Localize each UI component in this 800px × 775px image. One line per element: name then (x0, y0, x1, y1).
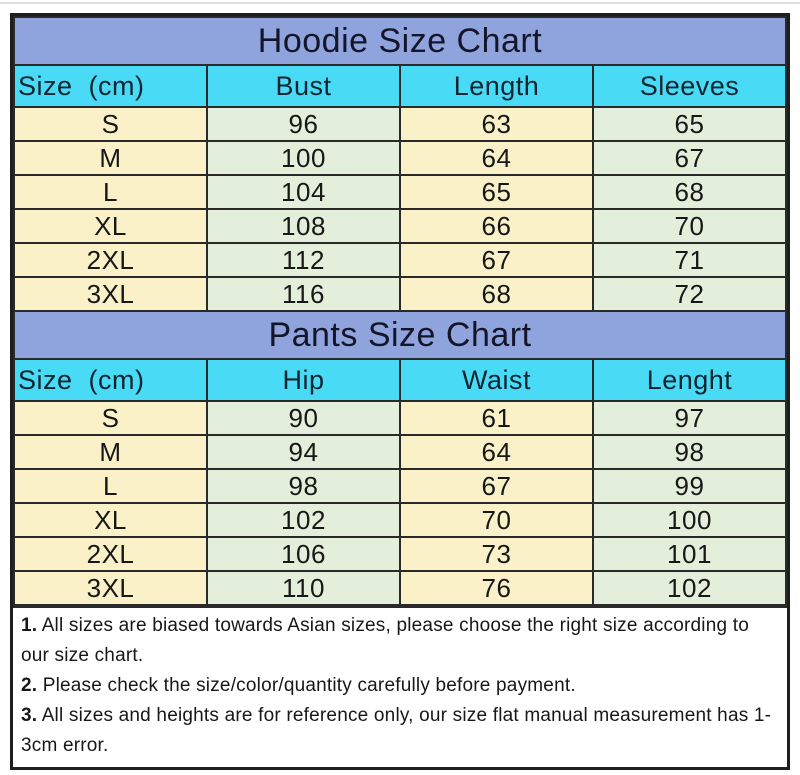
size-cell: 3XL (13, 276, 208, 312)
table-row: 3XL 116 68 72 (13, 276, 787, 312)
value-cell: 90 (206, 400, 401, 436)
value-cell: 112 (206, 242, 401, 278)
value-cell: 96 (206, 106, 401, 142)
table-row: M 100 64 67 (13, 140, 787, 176)
pants-title-row: Pants Size Chart (13, 310, 787, 360)
table-row: 2XL 112 67 71 (13, 242, 787, 278)
size-cell: L (13, 174, 208, 210)
notes-section: 1. All sizes are biased towards Asian si… (13, 606, 787, 767)
value-cell: 66 (399, 208, 594, 244)
column-header-size: Size (cm) (13, 64, 208, 108)
size-cell: 3XL (13, 570, 208, 606)
table-row: S 96 63 65 (13, 106, 787, 142)
value-cell: 106 (206, 536, 401, 572)
column-header-sleeves: Sleeves (592, 64, 787, 108)
note-text: Please check the size/color/quantity car… (42, 675, 576, 696)
value-cell: 76 (399, 570, 594, 606)
size-cell: M (13, 140, 208, 176)
note-number: 2. (21, 675, 38, 696)
table-row: 2XL 106 73 101 (13, 536, 787, 572)
size-chart-sheet: Hoodie Size Chart Size (cm) Bust Length … (10, 13, 790, 770)
column-header-waist: Waist (399, 358, 594, 402)
value-cell: 102 (206, 502, 401, 538)
value-cell: 100 (206, 140, 401, 176)
size-cell: L (13, 468, 208, 504)
value-cell: 99 (592, 468, 787, 504)
value-cell: 110 (206, 570, 401, 606)
table-row: XL 108 66 70 (13, 208, 787, 244)
value-cell: 116 (206, 276, 401, 312)
note-number: 3. (21, 705, 38, 726)
pants-size-table: Pants Size Chart Size (cm) Hip Waist Len… (13, 310, 787, 606)
value-cell: 94 (206, 434, 401, 470)
value-cell: 100 (592, 502, 787, 538)
value-cell: 65 (399, 174, 594, 210)
value-cell: 97 (592, 400, 787, 436)
top-edge-divider (0, 2, 800, 4)
value-cell: 68 (399, 276, 594, 312)
table-row: L 98 67 99 (13, 468, 787, 504)
value-cell: 65 (592, 106, 787, 142)
value-cell: 71 (592, 242, 787, 278)
table-row: L 104 65 68 (13, 174, 787, 210)
column-header-hip: Hip (206, 358, 401, 402)
value-cell: 67 (399, 468, 594, 504)
value-cell: 70 (592, 208, 787, 244)
table-row: S 90 61 97 (13, 400, 787, 436)
size-cell: 2XL (13, 536, 208, 572)
note-text: All sizes are biased towards Asian sizes… (21, 615, 749, 666)
pants-header-row: Size (cm) Hip Waist Lenght (13, 358, 787, 402)
value-cell: 67 (399, 242, 594, 278)
size-cell: XL (13, 502, 208, 538)
size-cell: 2XL (13, 242, 208, 278)
note-text: All sizes and heights are for reference … (21, 705, 772, 756)
value-cell: 72 (592, 276, 787, 312)
value-cell: 98 (206, 468, 401, 504)
column-header-bust: Bust (206, 64, 401, 108)
hoodie-title-row: Hoodie Size Chart (13, 16, 787, 66)
value-cell: 70 (399, 502, 594, 538)
value-cell: 61 (399, 400, 594, 436)
size-cell: M (13, 434, 208, 470)
size-cell: XL (13, 208, 208, 244)
value-cell: 64 (399, 434, 594, 470)
pants-chart-title: Pants Size Chart (13, 310, 787, 360)
hoodie-size-table: Hoodie Size Chart Size (cm) Bust Length … (13, 16, 787, 312)
size-cell: S (13, 400, 208, 436)
value-cell: 108 (206, 208, 401, 244)
size-cell: S (13, 106, 208, 142)
value-cell: 102 (592, 570, 787, 606)
value-cell: 67 (592, 140, 787, 176)
note-item: 1. All sizes are biased towards Asian si… (21, 611, 779, 671)
note-item: 2. Please check the size/color/quantity … (21, 671, 779, 701)
value-cell: 98 (592, 434, 787, 470)
column-header-size: Size (cm) (13, 358, 208, 402)
note-number: 1. (21, 615, 38, 636)
hoodie-header-row: Size (cm) Bust Length Sleeves (13, 64, 787, 108)
value-cell: 68 (592, 174, 787, 210)
table-row: XL 102 70 100 (13, 502, 787, 538)
value-cell: 63 (399, 106, 594, 142)
table-row: M 94 64 98 (13, 434, 787, 470)
column-header-length: Length (399, 64, 594, 108)
value-cell: 73 (399, 536, 594, 572)
value-cell: 104 (206, 174, 401, 210)
hoodie-chart-title: Hoodie Size Chart (13, 16, 787, 66)
value-cell: 101 (592, 536, 787, 572)
table-row: 3XL 110 76 102 (13, 570, 787, 606)
value-cell: 64 (399, 140, 594, 176)
note-item: 3. All sizes and heights are for referen… (21, 701, 779, 761)
column-header-length: Lenght (592, 358, 787, 402)
